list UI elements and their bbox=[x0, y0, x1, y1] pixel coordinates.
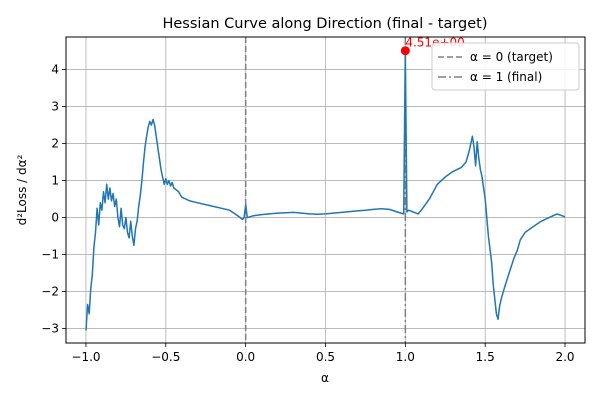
legend-box bbox=[431, 42, 580, 91]
x-tick-label: 0.5 bbox=[316, 350, 335, 364]
y-axis-label: d²Loss / dα² bbox=[15, 154, 29, 225]
legend-label: α = 1 (final) bbox=[470, 70, 542, 84]
y-tick-label: −3 bbox=[41, 322, 59, 336]
series-layer bbox=[85, 49, 566, 331]
y-tick-label: 0 bbox=[51, 211, 59, 225]
y-tick-label: 1 bbox=[51, 174, 59, 188]
y-tick-label: −1 bbox=[41, 248, 59, 262]
x-tick-label: 1.5 bbox=[476, 350, 495, 364]
y-tick-label: 2 bbox=[51, 137, 59, 151]
y-tick-label: 3 bbox=[51, 100, 59, 114]
x-tick-label: −0.5 bbox=[151, 350, 180, 364]
y-tick-label: −2 bbox=[41, 285, 59, 299]
x-tick-label: 2.0 bbox=[555, 350, 574, 364]
legend: α = 0 (target) α = 1 (final) bbox=[431, 42, 580, 91]
x-axis-label: α bbox=[321, 371, 329, 385]
tick-layer: −1.0 −0.5 0.0 0.5 1.0 1.5 2.0 −3 −2 −1 0 1 2 3 4 bbox=[41, 63, 574, 364]
peak-marker-point bbox=[400, 46, 410, 56]
x-tick-label: −1.0 bbox=[71, 350, 100, 364]
hessian-series-line-0 bbox=[85, 49, 566, 331]
y-tick-label: 4 bbox=[51, 63, 59, 77]
x-tick-label: 0.0 bbox=[236, 350, 255, 364]
x-tick-label: 1.0 bbox=[396, 350, 415, 364]
legend-label: α = 0 (target) bbox=[470, 50, 553, 64]
chart-title: Hessian Curve along Direction (final - t… bbox=[162, 16, 487, 32]
